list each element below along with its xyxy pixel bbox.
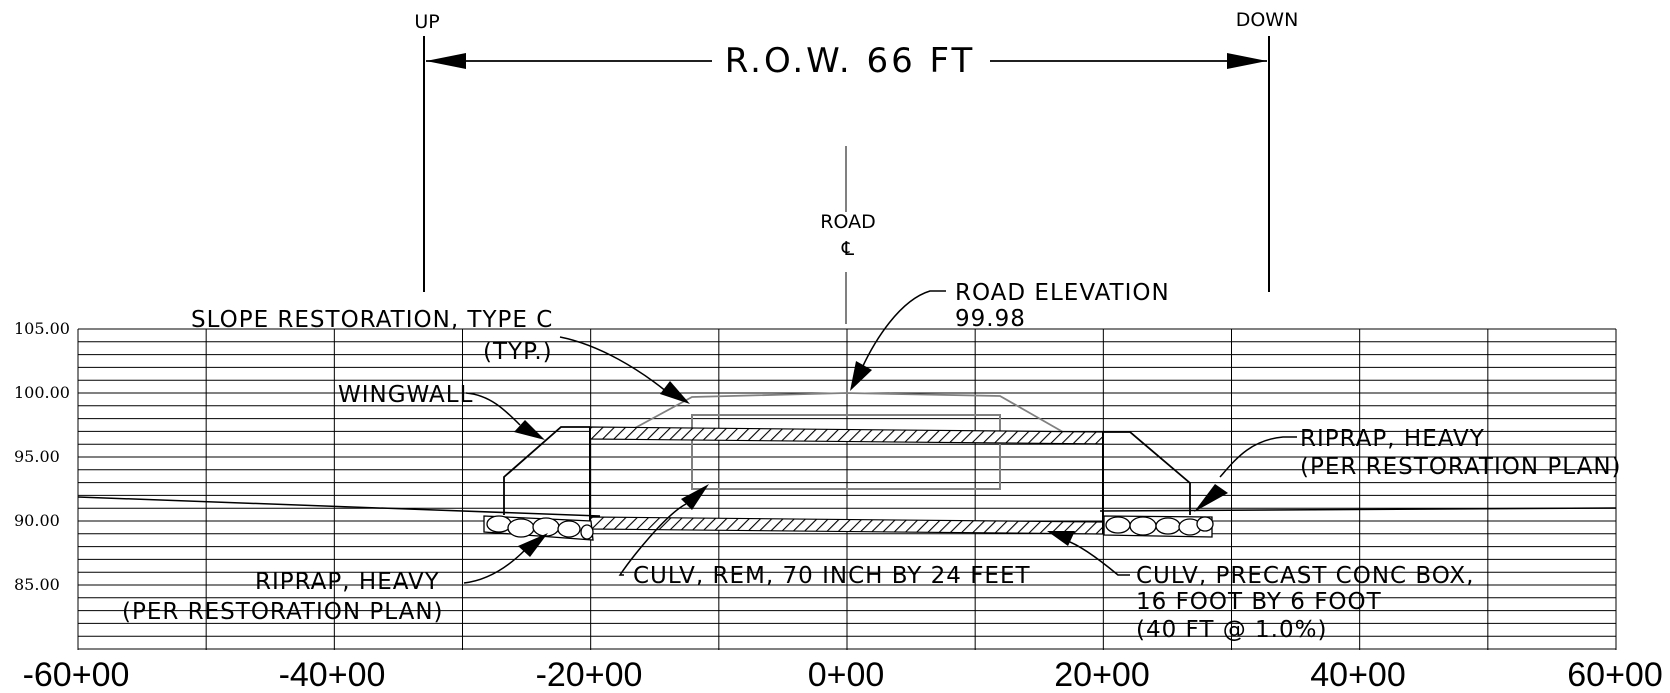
elevation-label-85: 85.00 [14, 575, 60, 594]
riprap-right-note-2: (PER RESTORATION PLAN) [1300, 454, 1622, 480]
riprap-right-note: RIPRAP, HEAVY [1300, 426, 1485, 452]
riprap-left [483, 515, 594, 541]
row-dimension [423, 36, 1270, 292]
wingwall-right [1103, 431, 1191, 515]
existing-culvert-outline [691, 414, 1001, 490]
existing-ground-line [77, 496, 601, 517]
culv-box-note-3: (40 FT @ 1.0%) [1136, 617, 1327, 643]
arrowhead-right-icon [1227, 53, 1267, 69]
down-label: DOWN [1236, 9, 1299, 31]
row-label: R.O.W. 66 FT [725, 41, 976, 81]
culv-box-note: CULV, PRECAST CONC BOX, [1136, 563, 1475, 589]
station-label-neg40: -40+00 [279, 656, 386, 693]
station-label-40: 40+00 [1310, 656, 1406, 693]
existing-road-surface [634, 392, 1064, 433]
elevation-label-90: 90.00 [14, 511, 60, 530]
slope-restoration-typ: (TYP.) [483, 339, 553, 365]
culv-rem-note: CULV, REM, 70 INCH BY 24 FEET [633, 563, 1031, 589]
station-label-neg20: -20+00 [536, 656, 643, 693]
up-label: UP [414, 11, 439, 33]
elevation-label-95: 95.00 [14, 447, 60, 466]
road-elevation-value: 99.98 [955, 306, 1026, 332]
station-label-0: 0+00 [808, 656, 885, 693]
elevation-grid [77, 328, 1617, 650]
riprap-left-note-2: (PER RESTORATION PLAN) [122, 599, 444, 625]
road-cl-label: ROAD [820, 211, 875, 233]
riprap-left-note: RIPRAP, HEAVY [255, 569, 440, 595]
existing-ground-line-right [1099, 507, 1617, 512]
culv-box-note-2: 16 FOOT BY 6 FOOT [1136, 589, 1382, 615]
station-label-20: 20+00 [1054, 656, 1150, 693]
station-label-neg60: -60+00 [23, 656, 130, 693]
elevation-label-100: 100.00 [14, 383, 70, 402]
culvert-top-slab [589, 426, 1104, 445]
slope-restoration-note: SLOPE RESTORATION, TYPE C [191, 307, 553, 333]
wingwall-left [503, 426, 590, 515]
road-elevation-note: ROAD ELEVATION [955, 280, 1170, 306]
riprap-right [1103, 515, 1214, 538]
wingwall-note: WINGWALL [338, 382, 473, 408]
leader-lines [463, 290, 1297, 584]
elevation-label-105: 105.00 [14, 319, 70, 338]
arrowhead-left-icon [426, 53, 466, 69]
centerline-icon: ℄ [841, 238, 855, 260]
station-label-60: 60+00 [1567, 656, 1663, 693]
